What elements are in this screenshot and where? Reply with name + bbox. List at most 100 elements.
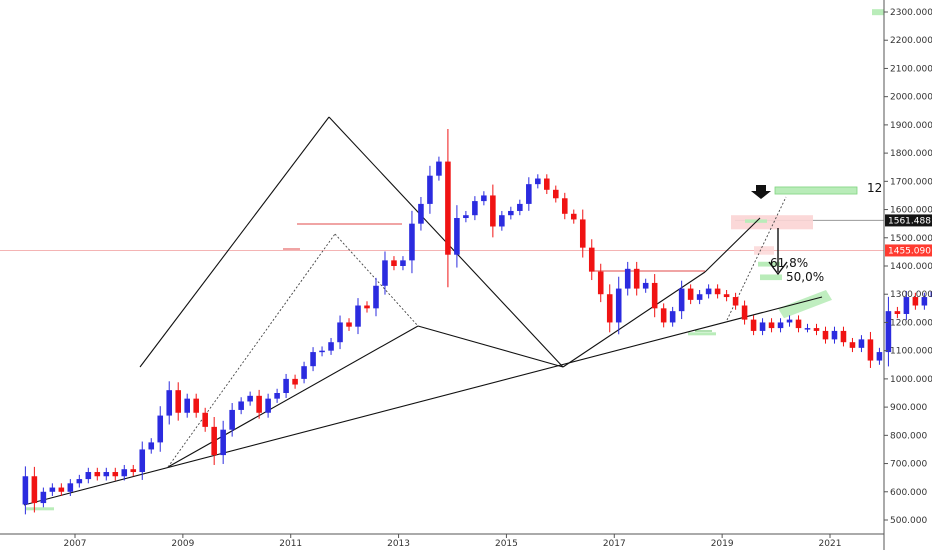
candle-up bbox=[669, 311, 676, 323]
candle-up bbox=[921, 297, 928, 306]
y-tick-label: 2100.000 bbox=[890, 64, 932, 74]
candle-up bbox=[382, 260, 388, 286]
candle-down bbox=[544, 178, 550, 190]
candle-down bbox=[130, 469, 137, 473]
top-right-zone bbox=[872, 9, 884, 16]
candle-down bbox=[445, 161, 451, 255]
candle-up bbox=[427, 175, 433, 204]
candle-down bbox=[813, 328, 820, 331]
price-badge-text: 1455.090 bbox=[888, 246, 931, 256]
y-tick-label: 500.000 bbox=[890, 516, 927, 526]
x-tick-label: 2021 bbox=[819, 539, 842, 549]
candle-down bbox=[687, 288, 694, 300]
down-arrow-icon bbox=[751, 185, 771, 199]
candle-up bbox=[319, 350, 325, 353]
candle-up bbox=[642, 282, 649, 289]
y-tick-label: 1500.000 bbox=[890, 234, 932, 244]
candle-down bbox=[750, 319, 757, 331]
candle-up bbox=[283, 378, 289, 393]
candle-down bbox=[867, 339, 874, 361]
candle-up bbox=[373, 285, 379, 309]
candle-up bbox=[499, 215, 505, 227]
y-tick-label: 1000.000 bbox=[890, 375, 932, 385]
price-badge bbox=[885, 214, 932, 227]
candle-down bbox=[364, 305, 370, 309]
candle-up bbox=[238, 401, 244, 410]
candle-up bbox=[49, 487, 56, 492]
candle-down bbox=[193, 398, 199, 413]
candle-up bbox=[409, 223, 415, 261]
candle-down bbox=[31, 476, 38, 504]
fib-500-label: 50,0% bbox=[786, 270, 824, 284]
candle-up bbox=[535, 178, 541, 185]
candle-up bbox=[777, 322, 784, 329]
dotted-3 bbox=[726, 196, 787, 321]
y-tick-label: 1100.000 bbox=[890, 347, 932, 357]
candle-up bbox=[786, 319, 793, 323]
candle-up bbox=[418, 203, 424, 224]
candle-up bbox=[121, 469, 128, 477]
candle-up bbox=[328, 342, 334, 351]
candle-down bbox=[606, 294, 613, 323]
candle-up bbox=[400, 260, 406, 266]
resistance-zone bbox=[731, 215, 813, 230]
leg-final bbox=[704, 217, 761, 273]
candle-down bbox=[714, 288, 721, 295]
candle-down bbox=[795, 319, 802, 329]
y-tick-label: 600.000 bbox=[890, 488, 927, 498]
candle-up bbox=[759, 322, 766, 331]
candle-up bbox=[76, 479, 83, 484]
y-tick-label: 1900.000 bbox=[890, 121, 932, 131]
annotations: 61,8% 50,0% 12 bbox=[770, 181, 882, 284]
candle-up bbox=[831, 330, 838, 340]
fib-618-label: 61,8% bbox=[770, 256, 808, 270]
price-badge-text: 1561.488 bbox=[888, 216, 931, 226]
candle-up bbox=[696, 294, 703, 300]
candle-up bbox=[355, 305, 361, 327]
x-tick-label: 2017 bbox=[603, 539, 626, 549]
candle-down bbox=[553, 189, 559, 199]
candle-down bbox=[633, 268, 640, 289]
candle-down bbox=[175, 390, 182, 413]
x-tick-label: 2007 bbox=[64, 539, 87, 549]
dotted-2 bbox=[334, 233, 419, 327]
pattern-lines bbox=[23, 116, 823, 506]
candle-down bbox=[849, 342, 856, 348]
candle-down bbox=[292, 378, 298, 385]
candle-up bbox=[615, 288, 622, 323]
candle-up bbox=[148, 442, 155, 450]
candle-up bbox=[229, 409, 235, 430]
leg-base bbox=[417, 325, 564, 368]
candle-down bbox=[822, 330, 829, 340]
candle-down bbox=[894, 311, 901, 314]
start-zone bbox=[26, 507, 54, 511]
candle-up bbox=[930, 291, 932, 298]
leg-cd-inner bbox=[167, 325, 419, 468]
candle-up bbox=[705, 288, 712, 295]
y-tick-label: 1600.000 bbox=[890, 206, 932, 216]
candle-down bbox=[94, 472, 101, 477]
candle-up bbox=[624, 268, 631, 289]
candle-up bbox=[85, 472, 92, 480]
candle-down bbox=[651, 282, 658, 309]
candle-down bbox=[660, 308, 667, 323]
arrow-head bbox=[768, 261, 788, 276]
y-tick-label: 1700.000 bbox=[890, 177, 932, 187]
candle-down bbox=[112, 472, 119, 477]
time-axis[interactable]: 2007 2009 2011 2013 2015 2017 2019 2021 bbox=[64, 534, 842, 549]
price-badge bbox=[885, 244, 932, 257]
x-tick-label: 2013 bbox=[387, 539, 410, 549]
dotted-1 bbox=[167, 233, 336, 468]
candle-up bbox=[517, 203, 523, 211]
candle-down bbox=[202, 412, 208, 427]
candle-down bbox=[597, 271, 604, 295]
candle-up bbox=[157, 415, 164, 443]
candle-down bbox=[256, 395, 262, 413]
candle-up bbox=[139, 449, 146, 473]
candle-up bbox=[858, 339, 865, 348]
y-tick-label: 900.000 bbox=[890, 403, 927, 413]
candle-up bbox=[903, 297, 910, 314]
candle-up bbox=[184, 398, 190, 413]
